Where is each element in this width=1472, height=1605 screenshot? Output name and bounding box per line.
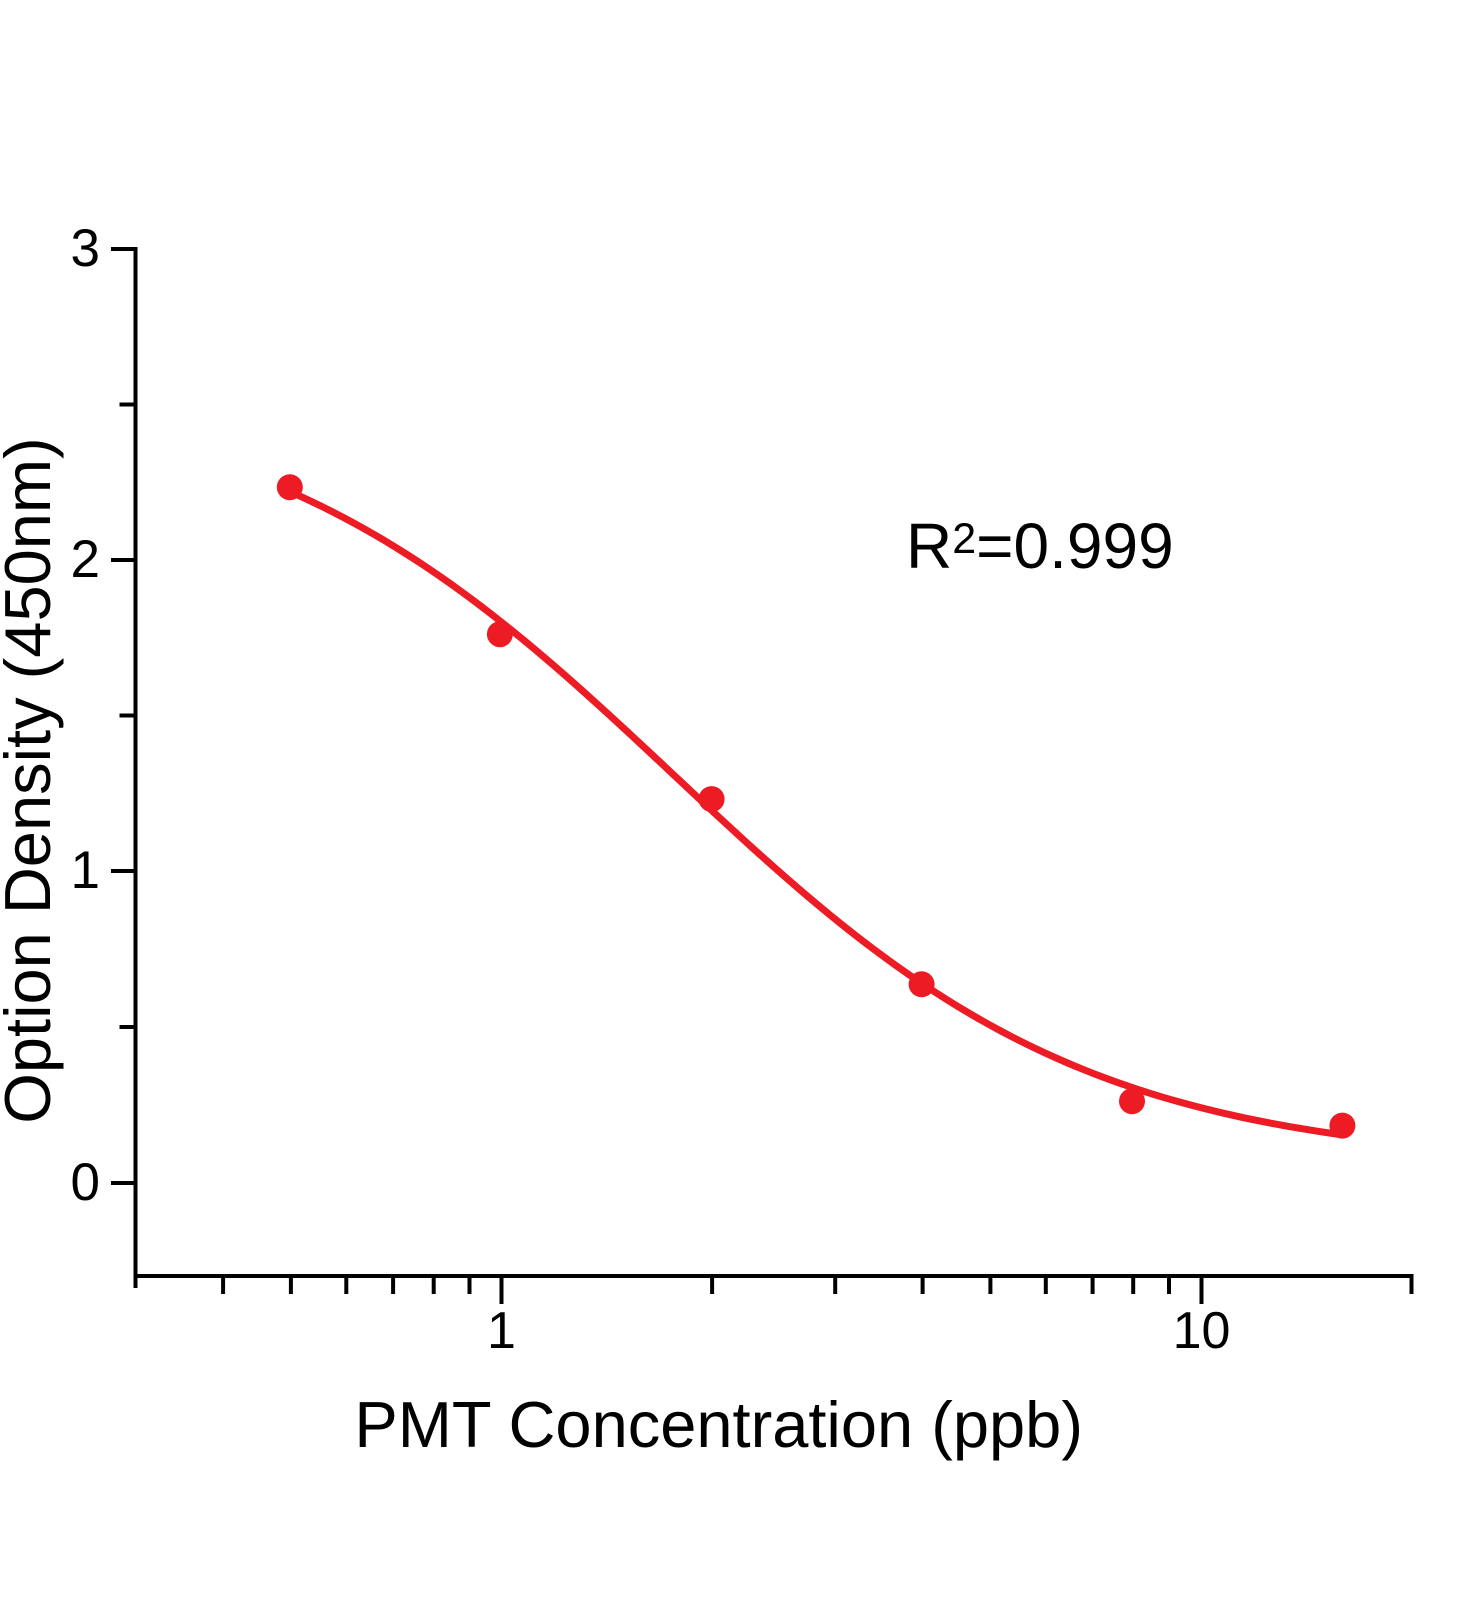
svg-text:PMT Concentration (ppb): PMT Concentration (ppb)	[354, 1388, 1083, 1461]
svg-text:10: 10	[1173, 1302, 1231, 1360]
svg-text:Option Density (450nm): Option Density (450nm)	[0, 437, 64, 1123]
svg-text:R2=0.999: R2=0.999	[906, 510, 1174, 582]
svg-text:1: 1	[487, 1302, 516, 1360]
svg-text:2: 2	[71, 530, 100, 589]
svg-text:1: 1	[71, 841, 100, 900]
svg-text:0: 0	[71, 1153, 100, 1212]
svg-text:3: 3	[71, 219, 100, 278]
